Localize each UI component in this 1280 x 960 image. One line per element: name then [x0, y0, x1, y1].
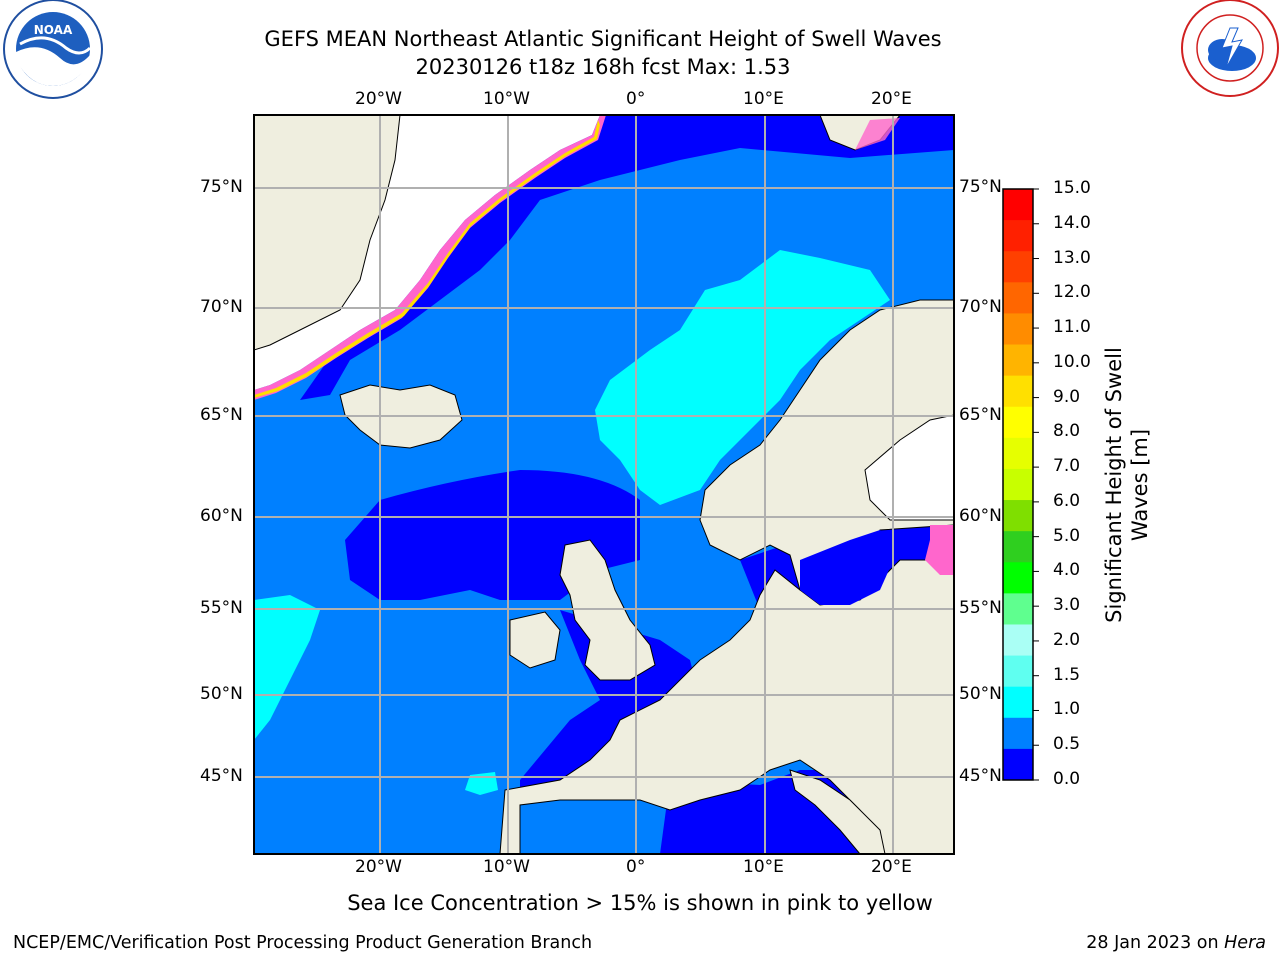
lat-label-left: 45°N	[200, 766, 243, 786]
colorbar-tick-label: 6.0	[1053, 490, 1081, 511]
colorbar-tick-label: 4.0	[1053, 560, 1081, 581]
colorbar-tick-label: 15.0	[1053, 178, 1091, 198]
footer-machine: Hera	[1224, 933, 1266, 953]
colorbar-tick-label: 1.5	[1053, 664, 1081, 685]
lat-label-right: 55°N	[959, 598, 1002, 618]
colorbar-swatch	[1003, 189, 1033, 221]
colorbar-tick-label: 7.0	[1053, 456, 1081, 477]
colorbar-swatch	[1003, 406, 1033, 439]
colorbar-swatch	[1003, 313, 1033, 346]
lon-label-bottom: 20°W	[355, 857, 402, 877]
lat-label-left: 60°N	[200, 506, 243, 526]
lon-label-bottom: 20°E	[871, 857, 912, 877]
colorbar-swatch	[1003, 500, 1033, 532]
lon-label-bottom: 10°E	[743, 857, 784, 877]
colorbar-swatch	[1003, 624, 1033, 657]
colorbar-swatch	[1003, 562, 1033, 594]
colorbar-tick-label: 9.0	[1053, 386, 1081, 407]
colorbar-swatch	[1003, 655, 1033, 688]
graticule	[254, 115, 954, 854]
footer-date: 28 Jan 2023 on Hera	[1086, 933, 1266, 953]
colorbar-tick-label: 5.0	[1053, 525, 1081, 546]
lat-label-right: 45°N	[959, 766, 1002, 786]
colorbar-tick-label: 8.0	[1053, 421, 1081, 442]
noaa-logo: NOAA	[3, 0, 103, 99]
lon-label-top: 10°W	[483, 89, 530, 109]
colorbar-swatch	[1003, 748, 1033, 781]
lat-label-left: 70°N	[200, 297, 243, 317]
lat-label-left: 50°N	[200, 684, 243, 704]
lon-label-bottom: 10°W	[483, 857, 530, 877]
colorbar-tick-label: 11.0	[1053, 317, 1091, 338]
colorbar-tick-label: 10.0	[1053, 351, 1091, 372]
colorbar-swatch	[1003, 220, 1033, 252]
colorbar-swatch	[1003, 717, 1033, 750]
lat-label-right: 65°N	[959, 405, 1002, 425]
lon-label-top: 0°	[626, 89, 646, 109]
map-title: GEFS MEAN Northeast Atlantic Significant…	[264, 27, 942, 51]
lon-label-top: 10°E	[743, 89, 784, 109]
colorbar-tick-label: 2.0	[1053, 629, 1081, 650]
lat-label-right: 75°N	[959, 177, 1002, 197]
colorbar-swatch	[1003, 251, 1033, 283]
colorbar-label: Significant Height of Swell Waves [m]	[1102, 347, 1152, 623]
sea-ice-note: Sea Ice Concentration > 15% is shown in …	[347, 891, 933, 915]
lat-label-left: 55°N	[200, 598, 243, 618]
lat-label-right: 60°N	[959, 506, 1002, 526]
colorbar-swatch	[1003, 686, 1033, 719]
colorbar-tick-label: 12.0	[1053, 282, 1091, 303]
colorbar-frame	[1002, 188, 1034, 781]
colorbar	[1002, 188, 1039, 781]
footer-date-text: 28 Jan 2023 on	[1086, 933, 1225, 953]
colorbar-swatch	[1003, 282, 1033, 314]
colorbar-swatch	[1003, 344, 1033, 377]
colorbar-tick-label: 3.0	[1053, 595, 1081, 616]
map-area	[253, 114, 955, 855]
lat-label-left: 75°N	[200, 177, 243, 197]
map-frame	[253, 114, 955, 855]
lon-label-top: 20°E	[871, 89, 912, 109]
colorbar-swatch	[1003, 375, 1033, 408]
colorbar-swatch	[1003, 593, 1033, 625]
nws-logo	[1181, 0, 1279, 97]
lat-label-right: 70°N	[959, 297, 1002, 317]
svg-text:NOAA: NOAA	[34, 23, 73, 37]
lat-label-right: 50°N	[959, 684, 1002, 704]
colorbar-swatch	[1003, 468, 1033, 501]
colorbar-tick-label: 0.5	[1053, 734, 1081, 755]
lon-label-top: 20°W	[355, 89, 402, 109]
colorbar-tick-label: 14.0	[1053, 212, 1091, 233]
map-subtitle: 20230126 t18z 168h fcst Max: 1.53	[415, 55, 791, 79]
colorbar-swatch	[1003, 437, 1033, 470]
colorbar-tick-label: 1.0	[1053, 699, 1081, 720]
lat-label-left: 65°N	[200, 405, 243, 425]
colorbar-swatch	[1003, 531, 1033, 563]
colorbar-tick-label: 13.0	[1053, 247, 1091, 268]
colorbar-tick-label: 0.0	[1053, 769, 1081, 789]
footer-credit: NCEP/EMC/Verification Post Processing Pr…	[13, 933, 593, 953]
lon-label-bottom: 0°	[626, 857, 646, 877]
